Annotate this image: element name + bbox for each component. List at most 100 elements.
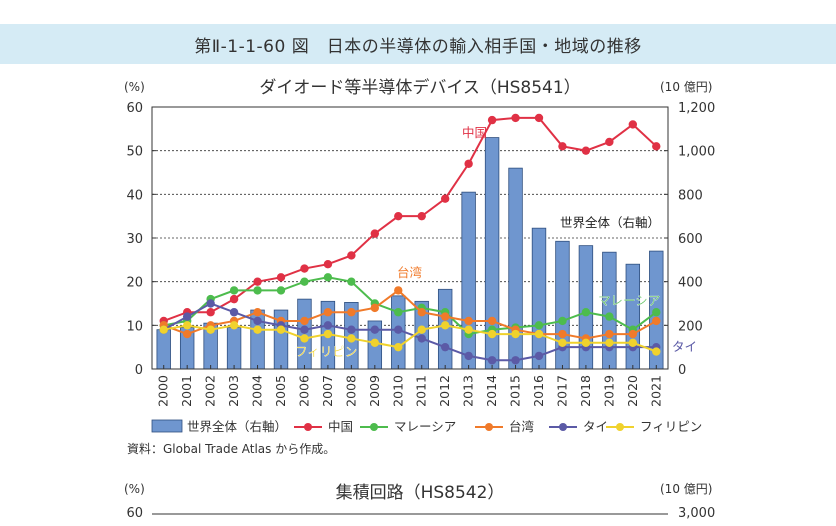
y-left-tick-label: 20 — [126, 276, 143, 291]
series-point-2 — [628, 329, 638, 339]
series-point-1 — [605, 312, 614, 321]
source-note: 資料：Global Trade Atlas から作成。 — [127, 442, 336, 456]
series-point-0 — [323, 260, 333, 269]
bar-world-total — [531, 227, 547, 370]
bar-world-total — [461, 191, 476, 370]
series-point-1 — [300, 277, 309, 286]
series-point-2 — [370, 303, 380, 313]
legend-label-2: 台湾 — [509, 419, 534, 434]
series-point-4 — [229, 321, 239, 330]
annotation-label: 中国 — [462, 125, 487, 140]
y-right-tick-label: 1,000 — [678, 145, 715, 160]
legend-swatch-marker-0 — [304, 423, 312, 431]
series-line-3 — [163, 302, 657, 362]
series-point-1 — [323, 273, 333, 282]
series-point-4 — [581, 338, 591, 347]
plot-frame — [151, 106, 669, 370]
chart2-title: 集積回路（HS8542） — [336, 483, 505, 503]
series-point-2 — [323, 308, 333, 317]
series-point-4 — [558, 338, 567, 347]
series-point-4 — [534, 329, 544, 339]
x-tick-label: 2010 — [390, 375, 405, 407]
series-point-3 — [394, 325, 403, 334]
legend-swatch-marker-2 — [485, 423, 493, 431]
series-point-1 — [229, 286, 239, 295]
series-point-0 — [394, 211, 403, 221]
x-tick-label: 2009 — [367, 375, 382, 407]
series-point-0 — [417, 211, 426, 221]
legend-swatch-marker-4 — [616, 423, 624, 431]
series-point-2 — [347, 308, 356, 317]
series-point-4 — [253, 325, 262, 334]
y-right-tick-label: 800 — [678, 188, 703, 203]
series-point-2 — [300, 316, 309, 326]
annotation-label: 台湾 — [397, 265, 422, 280]
series-point-4 — [652, 347, 661, 356]
y-right-tick-label: 400 — [678, 276, 703, 291]
legend-swatch-bars — [151, 419, 183, 433]
series-point-4 — [417, 325, 426, 334]
x-tick-label: 2016 — [531, 375, 546, 407]
y-right-tick-label: 200 — [678, 319, 703, 334]
series-point-4 — [440, 321, 450, 330]
chart-hs8541: ダイオード等半導体デバイス（HS8541） (%) (10 億円) 0 10 20 3… — [124, 77, 715, 434]
series-point-3 — [370, 325, 380, 334]
x-tick-label: 2013 — [461, 375, 476, 407]
series-point-2 — [464, 316, 473, 326]
x-tick-label: 2014 — [484, 375, 499, 407]
series-point-4 — [300, 334, 309, 343]
legend-label-1: マレーシア — [394, 419, 456, 434]
series-point-3 — [323, 321, 333, 330]
x-tick-label: 2000 — [156, 375, 171, 407]
series-point-0 — [253, 277, 262, 286]
y-right-tick-label: 1,200 — [678, 101, 715, 116]
y-left-tick-label: 60 — [126, 101, 143, 116]
series-point-4 — [370, 338, 380, 347]
y-left-tick-label: 10 — [126, 319, 143, 334]
x-tick-label: 2020 — [625, 375, 640, 407]
series-point-0 — [628, 120, 638, 129]
bar-world-total — [625, 263, 641, 370]
y-left-tick-label: 40 — [126, 188, 143, 203]
series-point-1 — [347, 277, 356, 286]
figure-title-band: 第Ⅱ-1-1-60 図 日本の半導体の輸入相手国・地域の推移 — [0, 24, 836, 64]
series-point-0 — [229, 294, 239, 304]
figure-title: 第Ⅱ-1-1-60 図 日本の半導体の輸入相手国・地域の推移 — [194, 37, 642, 57]
x-tick-label: 2006 — [296, 375, 311, 407]
series-point-0 — [347, 251, 356, 260]
y-right-tick-label: 0 — [678, 363, 686, 378]
series-point-1 — [652, 308, 661, 317]
bar-world-total — [508, 167, 523, 370]
chart-title: ダイオード等半導体デバイス（HS8541） — [259, 77, 580, 98]
series-line-4 — [163, 324, 657, 353]
left-axis-unit: (%) — [124, 80, 145, 94]
x-tick-label: 2021 — [648, 375, 663, 407]
series-point-4 — [605, 338, 614, 347]
series-point-0 — [440, 194, 450, 203]
series-point-1 — [253, 286, 262, 295]
series-line-1 — [163, 276, 657, 336]
series-point-2 — [652, 316, 661, 326]
y-left-tick-label: 50 — [126, 145, 143, 160]
x-tick-label: 2018 — [578, 375, 593, 407]
series-point-4 — [159, 325, 168, 334]
series-point-0 — [534, 113, 544, 123]
right-axis-unit: (10 億円) — [660, 80, 712, 94]
series-point-3 — [487, 356, 497, 365]
series-point-1 — [276, 286, 286, 295]
series-point-3 — [440, 342, 450, 352]
series-point-4 — [511, 329, 520, 339]
chart-hs8542: 集積回路（HS8542） (%) (10 億円) 60 3,000 — [124, 482, 715, 521]
series-point-3 — [511, 356, 520, 365]
chart2-right-unit: (10 億円) — [660, 482, 712, 496]
x-tick-label: 2008 — [343, 375, 358, 407]
series-point-4 — [182, 321, 192, 330]
series-point-3 — [300, 325, 309, 334]
series-point-0 — [300, 264, 309, 273]
y-left-tick-label: 30 — [126, 232, 143, 247]
series-point-0 — [276, 273, 286, 282]
series-point-2 — [487, 316, 497, 326]
series-point-1 — [534, 321, 544, 330]
series-point-0 — [581, 146, 591, 155]
series-point-2 — [558, 329, 567, 339]
